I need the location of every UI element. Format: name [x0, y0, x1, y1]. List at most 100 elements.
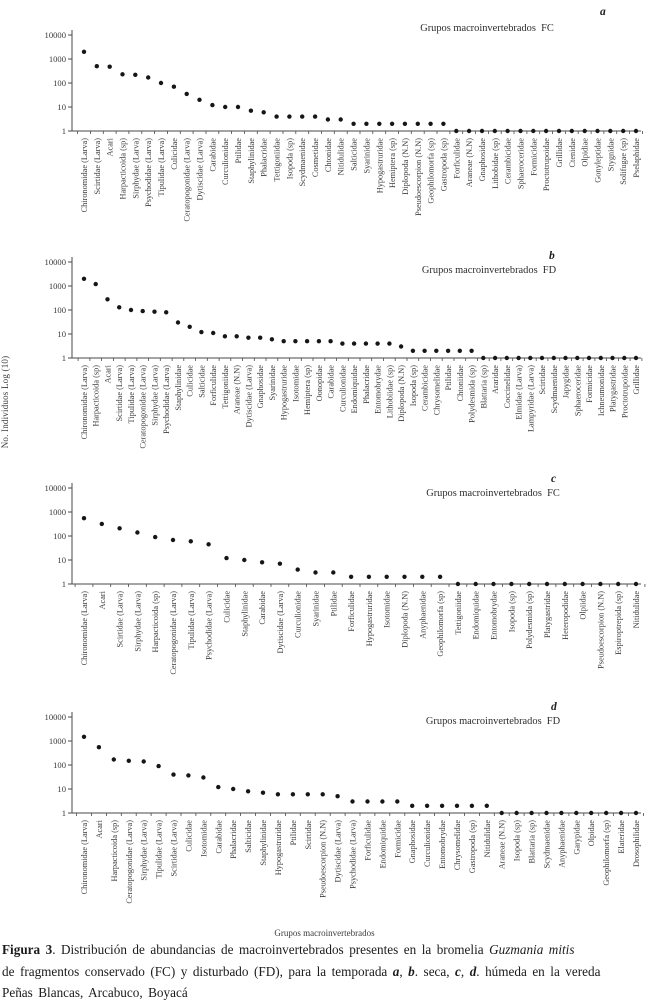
data-point [437, 574, 443, 579]
data-point [81, 734, 87, 739]
x-tick-label: Proctotrupoidae [542, 138, 551, 191]
x-tick-label: Platygastridae [609, 365, 618, 412]
x-tick-label: Harpacticoida (sp) [92, 365, 101, 427]
x-tick-label: Phalacridae [260, 138, 269, 177]
data-point [505, 128, 510, 134]
x-tick-label: Isopoda (sp) [507, 591, 516, 632]
data-point [377, 121, 382, 127]
data-point [210, 102, 215, 108]
data-point [365, 799, 370, 804]
x-tick-label: Phalacridae [229, 820, 238, 859]
x-tick-label: Sirphydae (Larva) [140, 820, 149, 881]
x-tick-label: Chironomidae (Larva) [80, 820, 89, 895]
data-point [305, 792, 310, 797]
data-point [258, 335, 263, 340]
data-point [246, 335, 251, 340]
x-tick-label: Carabidae [258, 591, 267, 625]
panel-letter: d [551, 701, 557, 713]
x-tick-label: Pselaphidae [632, 138, 641, 178]
data-point [171, 84, 177, 89]
data-point [206, 542, 211, 547]
data-point [261, 110, 266, 115]
data-point [608, 128, 613, 134]
x-tick-label: Hypogastruridae [280, 365, 289, 421]
data-point [562, 581, 567, 587]
x-tick-label: Ptilidae [234, 138, 243, 164]
caption-panel-letter-c: c [455, 963, 461, 979]
x-tick-label: Syarinidae [362, 138, 371, 174]
data-point [569, 128, 574, 134]
x-tick-label: Gastropoda (sp) [439, 138, 448, 191]
y-tick-label: 100 [53, 760, 66, 770]
data-point [281, 339, 286, 344]
data-point [105, 297, 110, 302]
data-point [153, 534, 158, 540]
caption-panel-letter-d: d [469, 963, 477, 979]
data-point [420, 574, 425, 579]
data-point [290, 792, 296, 797]
data-point [595, 128, 600, 134]
x-tick-label: Culicidae [186, 365, 195, 397]
x-tick-label: Anyphaenidae [557, 820, 566, 868]
x-tick-label: Dytiscidae (Larva) [276, 591, 285, 654]
y-tick-label: 1000 [49, 736, 66, 746]
x-tick-label: Ichneumonidae [597, 365, 606, 416]
x-tick-label: Araneae (N.N) [465, 138, 474, 188]
data-point [96, 745, 102, 750]
data-point [260, 790, 266, 795]
data-point [231, 786, 236, 792]
data-point [531, 128, 536, 134]
data-point [559, 810, 564, 816]
data-point [120, 72, 125, 77]
x-tick-label: Psychodidae (Larva) [144, 138, 153, 207]
data-point [633, 128, 639, 134]
data-point [316, 339, 322, 344]
data-point [293, 339, 298, 344]
panel-a-chart: 1 10 100 1000 10000 Chironomidae (Larva) Scirt… [45, 6, 643, 222]
x-tick-label: Harpacticoida (sp) [119, 138, 128, 200]
data-point [618, 810, 624, 816]
data-point [598, 581, 603, 587]
x-tick-label: Gnaphosidae [408, 820, 417, 864]
x-tick-label: Olpiidae [579, 591, 588, 620]
x-tick-label: Araneae (N.N) [233, 365, 242, 415]
x-tick-label: Tipulidae (Larva) [127, 365, 136, 424]
x-tick-label: Ptilidae [444, 365, 453, 391]
data-point [543, 128, 549, 134]
x-tick-label: Sphaeroceridae [517, 138, 526, 189]
data-point [466, 128, 472, 134]
caption-text: , [460, 963, 470, 979]
data-point [351, 121, 356, 127]
x-tick-label: Entomobrydae [438, 820, 447, 869]
x-tick-label: Ceratopogonidae (Larva) [183, 138, 192, 222]
data-point [484, 803, 489, 808]
x-tick-label: Culicidae [184, 820, 193, 852]
data-point [140, 308, 145, 314]
x-tick-label: Araridae [491, 365, 500, 394]
panel-letter: b [549, 250, 555, 262]
x-tick-label: Nitidulidae [483, 820, 492, 858]
x-tick-label: Olpidae [587, 820, 596, 847]
caption-panel-letter-a: a [392, 963, 400, 979]
x-tick-label: Curculionidae [423, 820, 432, 867]
x-tick-label: Ceratopogonidae (Larva) [169, 591, 178, 675]
data-point [313, 570, 318, 575]
y-tick-label: 100 [53, 78, 66, 88]
x-tick-label: Carabidae [327, 365, 336, 399]
x-tick-label: Geophilomorfa (sp) [602, 820, 611, 886]
data-point [223, 104, 228, 110]
data-point [410, 348, 416, 353]
panel-letter: a [600, 6, 606, 18]
data-point [491, 581, 496, 587]
x-tick-label: Formicidae [393, 820, 402, 858]
data-point [633, 355, 639, 361]
x-tick-label: Gastropoda (sp) [468, 820, 477, 873]
x-tick-label: Sirphydae (Larva) [133, 591, 142, 652]
x-tick-label: Isotomidae [199, 820, 208, 857]
data-point [111, 757, 117, 762]
x-tick-label: Curculionidae [294, 591, 303, 638]
data-point [589, 810, 594, 816]
data-point [300, 114, 305, 119]
data-point [338, 117, 343, 122]
x-tick-label: Polydesmida (sp) [468, 365, 477, 423]
